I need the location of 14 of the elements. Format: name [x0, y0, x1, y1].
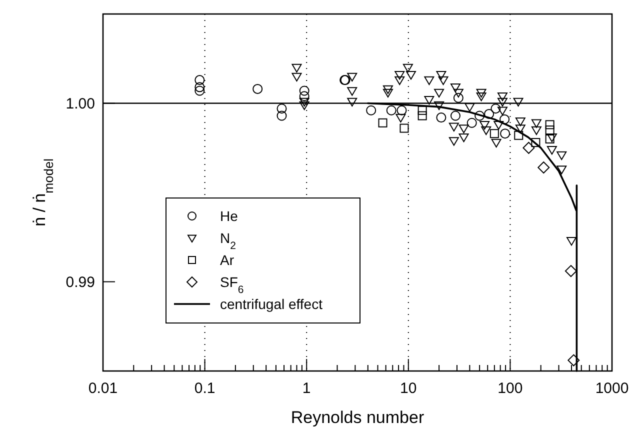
legend-label: SF$_{6}$: [220, 274, 244, 296]
x-axis-title: Reynolds number: [290, 408, 424, 427]
y-tick-label: 0.99: [66, 274, 95, 291]
x-tick-label: 100: [498, 380, 523, 397]
x-tick-label: 1: [302, 380, 311, 397]
x-tick-label: 0.01: [88, 380, 118, 397]
legend-label: Ar: [220, 252, 234, 268]
legend-label: N$_{2}$: [220, 230, 236, 252]
legend-label: centrifugal effect: [220, 296, 323, 312]
legend-label: He: [220, 208, 238, 224]
x-tick-label: 0.1: [194, 380, 216, 397]
x-tick-label: 10: [400, 380, 417, 397]
x-tick-label: 1000: [595, 380, 629, 397]
y-tick-label: 1.00: [66, 95, 95, 112]
